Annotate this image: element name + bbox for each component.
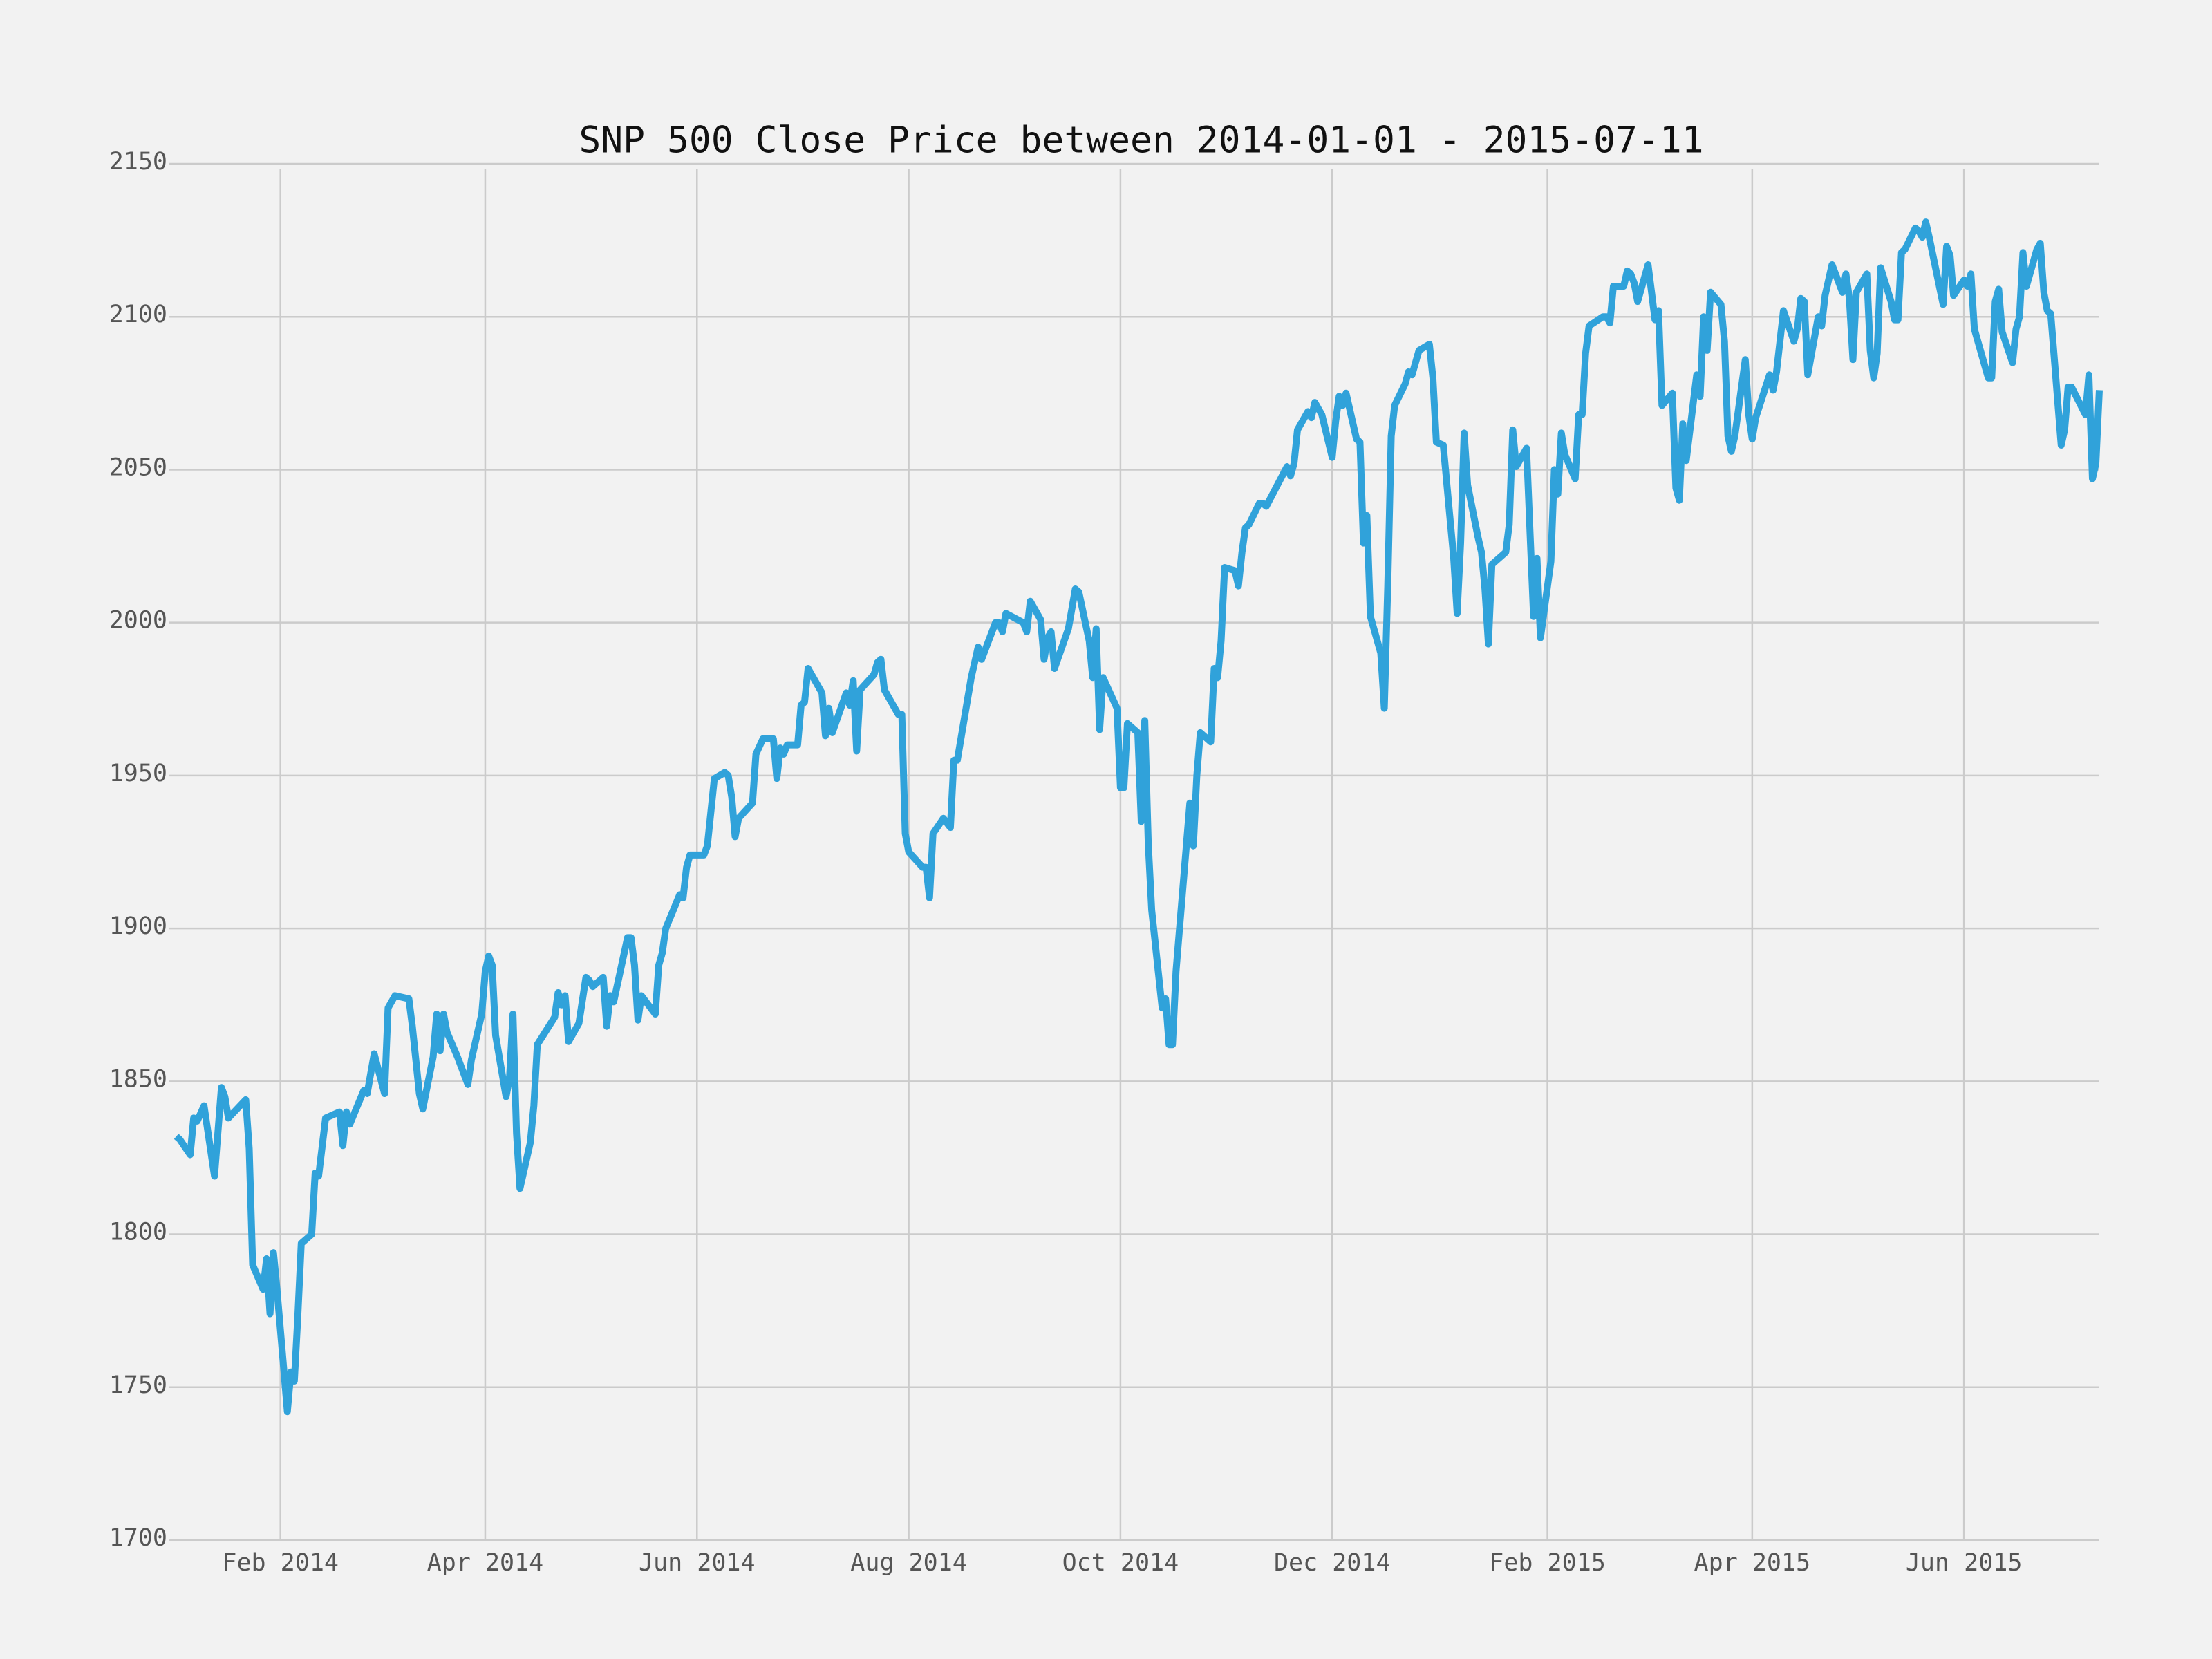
x-tick-label: Jun 2014	[639, 1549, 756, 1577]
x-tick-label: Feb 2015	[1489, 1549, 1606, 1577]
y-tick-label: 1750	[109, 1371, 167, 1399]
y-tick-label: 1950	[109, 760, 167, 787]
y-tick-label: 1700	[109, 1524, 167, 1552]
x-tick-label: Oct 2014	[1062, 1549, 1179, 1577]
y-tick-label: 1900	[109, 912, 167, 940]
x-tick-label: Apr 2014	[427, 1549, 544, 1577]
y-tick-label: 1800	[109, 1219, 167, 1246]
y-tick-label: 2100	[109, 301, 167, 328]
x-tick-label: Dec 2014	[1274, 1549, 1391, 1577]
chart-title: SNP 500 Close Price between 2014-01-01 -…	[579, 120, 1703, 162]
y-tick-label: 2150	[109, 148, 167, 176]
x-tick-label: Aug 2014	[850, 1549, 967, 1577]
y-tick-label: 1850	[109, 1065, 167, 1093]
y-tick-label: 2000	[109, 607, 167, 635]
x-tick-label: Jun 2015	[1906, 1549, 2023, 1577]
y-tick-label: 2050	[109, 453, 167, 481]
x-tick-label: Feb 2014	[222, 1549, 339, 1577]
x-tick-label: Apr 2015	[1694, 1549, 1811, 1577]
price-line	[174, 218, 2103, 1416]
